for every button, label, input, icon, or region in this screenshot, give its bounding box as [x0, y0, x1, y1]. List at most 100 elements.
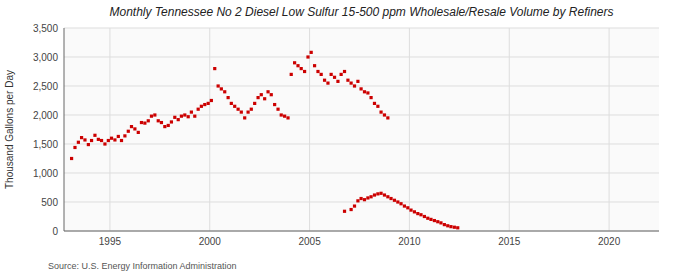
tick-label: 2005: [298, 236, 321, 247]
point: [313, 64, 316, 67]
point: [147, 119, 150, 122]
tick-label: 2,000: [33, 110, 58, 121]
point: [326, 82, 329, 85]
point: [453, 226, 456, 229]
point: [97, 138, 100, 141]
point: [353, 204, 356, 207]
point: [180, 115, 183, 118]
point: [83, 138, 86, 141]
point: [343, 70, 346, 73]
point: [177, 118, 180, 121]
point: [160, 121, 163, 124]
point: [276, 108, 279, 111]
point: [350, 208, 353, 211]
point: [127, 130, 130, 133]
point: [376, 192, 379, 195]
point: [73, 146, 76, 149]
point: [286, 116, 289, 119]
point: [256, 96, 259, 99]
tick-label: 2000: [199, 236, 222, 247]
point: [389, 197, 392, 200]
point: [383, 113, 386, 116]
point: [336, 80, 339, 83]
grid-line: [509, 28, 510, 231]
point: [193, 115, 196, 118]
grid-line: [64, 173, 659, 174]
grid-line: [609, 28, 610, 231]
point: [233, 105, 236, 108]
point: [446, 224, 449, 227]
source: Source: U.S. Energy Information Administ…: [48, 261, 237, 271]
point: [123, 134, 126, 137]
point: [369, 96, 372, 99]
point: [366, 91, 369, 94]
grid-line: [209, 28, 210, 231]
point: [253, 102, 256, 105]
point: [429, 218, 432, 221]
point: [170, 120, 173, 123]
point: [250, 108, 253, 111]
tick-label: 1,000: [33, 168, 58, 179]
point: [227, 96, 230, 99]
point: [190, 111, 193, 114]
tick-label: 3,500: [33, 23, 58, 34]
point: [140, 121, 143, 124]
grid-line: [64, 57, 659, 58]
point: [173, 116, 176, 119]
y-axis-label: Thousand Gallons per Day: [4, 70, 15, 189]
point: [270, 93, 273, 96]
point: [393, 199, 396, 202]
grid-line: [64, 144, 659, 145]
point: [366, 196, 369, 199]
point: [220, 87, 223, 90]
tick-label: 500: [41, 197, 58, 208]
grid-line: [64, 231, 659, 232]
y-axis: 05001,0001,5002,0002,5003,0003,500: [33, 23, 659, 237]
point: [150, 115, 153, 118]
point: [376, 105, 379, 108]
point: [416, 212, 419, 215]
point: [350, 82, 353, 85]
point: [240, 111, 243, 114]
point: [133, 127, 136, 130]
grid-line: [64, 28, 659, 29]
point: [246, 111, 249, 114]
point: [363, 198, 366, 201]
point: [360, 87, 363, 90]
x-axis-line: [64, 231, 659, 232]
point: [293, 61, 296, 64]
tick-label: 2,500: [33, 81, 58, 92]
point: [323, 79, 326, 82]
tick-label: 1,500: [33, 139, 58, 150]
point: [386, 195, 389, 198]
point: [273, 103, 276, 106]
tick-label: 2015: [498, 236, 521, 247]
point: [243, 116, 246, 119]
point: [373, 193, 376, 196]
point: [187, 115, 190, 118]
point: [409, 209, 412, 212]
point: [210, 99, 213, 102]
plot-area: [64, 28, 659, 231]
point: [360, 197, 363, 200]
point: [386, 116, 389, 119]
point: [320, 73, 323, 76]
chart: 05001,0001,5002,0002,5003,0003,500199520…: [0, 0, 675, 275]
tick-label: 2010: [398, 236, 421, 247]
point: [197, 108, 200, 111]
point: [396, 200, 399, 203]
title: Monthly Tennessee No 2 Diesel Low Sulfur…: [109, 5, 613, 19]
point: [200, 105, 203, 108]
point: [110, 137, 113, 140]
point: [230, 102, 233, 105]
tick-label: 3,000: [33, 52, 58, 63]
point: [353, 84, 356, 87]
point: [423, 215, 426, 218]
point: [203, 103, 206, 106]
point: [90, 139, 93, 142]
point: [283, 115, 286, 118]
x-axis: 199520002005201020152020: [99, 28, 621, 247]
point: [296, 64, 299, 67]
point: [340, 73, 343, 76]
point: [213, 67, 216, 70]
